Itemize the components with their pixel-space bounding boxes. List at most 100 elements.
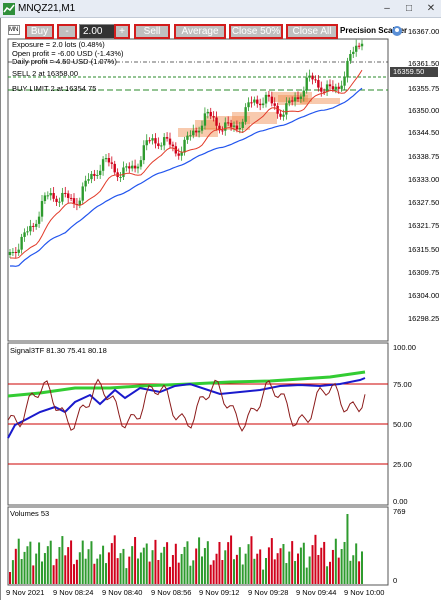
volume-bar [201, 556, 203, 584]
candle-body [343, 77, 346, 86]
candle-body [340, 85, 343, 89]
volume-bar [180, 554, 183, 584]
candle-body [258, 103, 262, 106]
volume-bar [294, 561, 297, 584]
candle-body [154, 138, 157, 144]
candle-body [37, 216, 41, 224]
volume-bar [355, 543, 358, 584]
lots-minus-button[interactable]: - [57, 24, 77, 39]
volume-bar [326, 566, 329, 584]
volume-bar [305, 567, 308, 584]
supply-zone [278, 95, 308, 105]
volume-bar [195, 548, 198, 584]
candle-body [133, 165, 137, 169]
candle-body [177, 153, 180, 156]
candle-body [72, 198, 76, 205]
window-title: MNQZ21,M1 [18, 3, 76, 14]
volume-bar [61, 536, 64, 584]
volume-bar [311, 545, 314, 584]
volume-bar [125, 568, 128, 584]
candle-body [17, 249, 20, 253]
volume-bar [102, 545, 105, 584]
candle-body [128, 166, 131, 169]
candle-body [311, 75, 314, 80]
candle-body [46, 195, 50, 197]
price-axis-label: 16367.00 [408, 27, 440, 36]
buy-button[interactable]: Buy [25, 24, 54, 39]
volume-bar [203, 548, 206, 584]
volume-bar [218, 541, 221, 584]
volume-bar [52, 565, 55, 584]
volume-bar [58, 547, 61, 584]
candle-body [328, 84, 332, 87]
volume-bar [171, 555, 174, 584]
close-icon[interactable]: ✕ [426, 3, 436, 14]
price-axis-label: 16344.50 [408, 128, 440, 137]
supply-zone [178, 128, 218, 137]
candle-body [20, 236, 23, 250]
lots-plus-button[interactable]: + [114, 24, 130, 39]
exposure-text: Exposure = 2.0 lots (0.48%) [12, 40, 105, 49]
lots-input[interactable]: 2.00 [79, 24, 115, 39]
candle-body [125, 166, 128, 168]
candle-body [357, 45, 361, 47]
volume-bar [302, 542, 305, 584]
candle-body [107, 158, 111, 163]
candle-body [215, 117, 218, 126]
volume-bar [189, 565, 192, 584]
candle-body [81, 186, 84, 201]
candle-body [119, 176, 122, 178]
candle-body [40, 201, 44, 217]
candle-body [250, 102, 253, 104]
volume-bar [17, 538, 20, 584]
candle-body [293, 97, 297, 102]
volume-bar [279, 548, 282, 584]
chart-window-icon [3, 3, 15, 15]
buy-limit-order-label[interactable]: BUY LIMIT 2 at 16354.75 [12, 84, 97, 93]
price-axis-label: 16333.00 [408, 175, 440, 184]
volume-bar [198, 537, 201, 584]
price-axis-label: 16338.75 [408, 152, 440, 161]
sell-button[interactable]: Sell [134, 24, 170, 39]
sell-order-label[interactable]: SELL 2 at 16358.00 [12, 69, 79, 78]
candle-body [96, 174, 99, 176]
candle-body [26, 231, 29, 233]
volume-bar [256, 553, 259, 584]
candle-body [352, 51, 355, 55]
volume-bar [308, 556, 311, 584]
volume-bar [247, 544, 250, 584]
volume-bar [46, 546, 49, 584]
candle-body [8, 252, 12, 255]
volume-bar [276, 553, 279, 584]
volume-bar [75, 559, 78, 584]
volume-bar [122, 548, 125, 584]
volume-bar [285, 563, 288, 584]
volume-bar [107, 552, 110, 584]
maximize-icon[interactable]: □ [405, 3, 413, 14]
candle-body [325, 84, 329, 93]
volume-bar [174, 543, 177, 584]
close-all-button[interactable]: Close All [286, 24, 338, 39]
volume-bar [55, 558, 58, 584]
volume-bar [346, 514, 349, 584]
candle-body [346, 60, 349, 78]
volume-bar [233, 559, 235, 584]
volume-bar [119, 553, 122, 584]
volume-bar [244, 553, 247, 584]
candle-body [29, 225, 32, 232]
price-axis-label: 16315.50 [408, 245, 440, 254]
volume-bar [169, 566, 171, 584]
time-axis-label: 9 Nov 2021 [6, 588, 45, 597]
time-axis-label: 9 Nov 10:00 [344, 588, 385, 597]
chart-area[interactable] [0, 18, 441, 600]
average-button[interactable]: Average [174, 24, 226, 39]
volume-bar [262, 569, 265, 584]
volume-bar [139, 552, 142, 584]
current-price-tag: 16359.50 [390, 67, 438, 77]
volume-bar [84, 558, 87, 584]
volume-bar [99, 554, 102, 584]
minimize-icon[interactable]: – [384, 3, 390, 14]
candle-body [157, 143, 160, 147]
volume-bar [70, 540, 73, 584]
close-50-button[interactable]: Close 50% [229, 24, 283, 39]
